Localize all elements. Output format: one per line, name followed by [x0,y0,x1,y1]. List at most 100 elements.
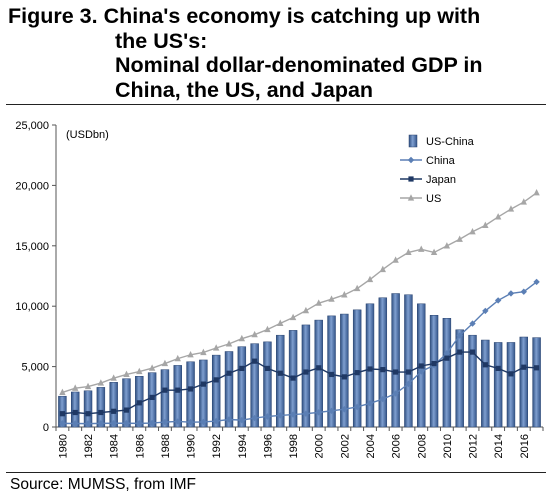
bar-us-china [250,343,259,428]
point-us [289,313,297,321]
point-japan [111,408,117,414]
point-china [443,350,451,357]
point-japan [187,386,194,392]
bar-us-china [211,354,221,428]
bar-us-china [468,334,477,428]
point-china [161,418,169,426]
point-us [494,213,502,220]
x-tick-label: 2002 [339,434,351,458]
legend-label-us: US [426,193,441,205]
point-china [251,414,258,422]
bar-us-china [96,387,106,428]
bar-us-china [71,391,80,428]
point-japan [367,366,373,372]
bar-us-china [532,337,541,428]
bar-us-china [263,341,272,428]
point-us [200,348,207,356]
point-us [72,384,79,391]
point-us [392,256,399,263]
bar-us-china [237,346,247,428]
x-tick-label: 1996 [262,434,274,458]
bar-us-china [122,378,131,428]
point-japan [393,369,399,375]
point-japan [239,365,245,372]
x-tick-label: 2006 [391,434,403,458]
bar-us-china [314,319,323,428]
title-line-4: China, the US, and Japan [115,77,374,102]
point-china [469,320,476,327]
point-us [418,245,425,252]
point-us [174,354,181,362]
point-us [353,284,361,292]
point-china [238,416,246,424]
point-japan [457,349,463,355]
point-us [302,306,310,314]
point-china [110,420,117,427]
point-china [212,417,220,425]
point-us [507,205,515,212]
point-china [366,400,374,407]
point-us [225,340,233,347]
point-china [315,409,322,416]
point-china [174,418,181,425]
point-china [302,410,310,417]
point-japan [175,387,181,393]
point-us [123,370,130,378]
point-china [405,380,412,388]
bar-us-china [276,334,285,428]
x-tick-label: 2008 [416,434,428,458]
bar-us-china [378,297,388,428]
legend-marker-us [407,194,415,201]
point-us [212,344,220,351]
bar-us-china [224,351,234,428]
point-china [328,407,335,415]
point-us [251,330,258,338]
point-china [353,403,361,411]
figure-title: Figure 3. China's economy is catching up… [8,4,548,102]
point-us [341,291,348,298]
point-japan [98,409,104,416]
x-tick-label: 2010 [442,434,454,458]
point-china [341,406,348,413]
legend-marker-japan [408,176,414,182]
point-japan [303,369,309,375]
point-japan [72,409,78,416]
y-tick-label: 10,000 [15,301,49,313]
point-china [520,288,527,295]
point-us [59,388,66,396]
point-japan [213,377,219,383]
point-china [148,419,156,427]
point-japan [290,375,296,381]
bar-us-china [173,365,182,428]
point-china [392,390,399,397]
bar-us-china [109,382,118,428]
x-tick-label: 1988 [160,434,172,458]
point-china [289,411,297,418]
top-rule [6,104,546,105]
bar-us-china [391,293,400,428]
point-china [456,332,463,339]
x-tick-label: 2004 [365,434,377,458]
y-tick-label: 15,000 [15,241,49,253]
point-china [277,412,284,419]
point-japan [380,367,386,373]
point-china [264,413,271,420]
point-china [379,395,387,403]
point-japan [85,411,91,417]
x-tick-label: 2016 [519,434,531,458]
point-japan [123,407,130,413]
point-china [225,416,233,423]
point-japan [149,394,155,401]
point-us [379,265,387,273]
point-china [418,368,425,375]
point-us [187,350,194,358]
point-china [97,420,105,427]
point-us [238,334,246,342]
title-line-1: Figure 3. China's economy is catching up… [8,4,481,28]
y-tick-label: 25,000 [15,120,49,132]
point-japan [59,411,66,417]
title-line-3: Nominal dollar-denominated GDP in [115,53,483,77]
point-japan [508,371,514,377]
legend-label-china: China [426,155,456,167]
